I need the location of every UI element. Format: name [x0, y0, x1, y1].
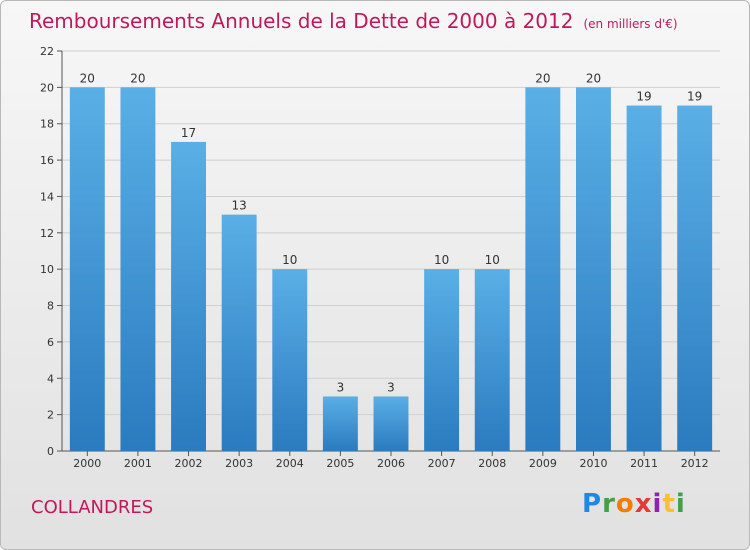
logo-letter: t	[662, 489, 676, 519]
bar-2000	[69, 87, 105, 451]
bar-2005	[322, 396, 358, 451]
town-name: COLLANDRES	[31, 497, 154, 518]
x-tick-label-2005: 2005	[326, 457, 354, 470]
logo-letter: x	[634, 489, 653, 519]
labels: 0 2 4 6 8 10 12 14 16 18 20 22 20 2000 20 2001 17 2002 13 2…	[40, 45, 709, 470]
y-tick-label: 18	[40, 118, 54, 131]
bar-2006	[373, 396, 409, 451]
x-tick-label-2000: 2000	[73, 457, 101, 470]
bar-2009	[525, 87, 561, 451]
data-label-2003: 13	[232, 199, 247, 213]
data-label-2010: 20	[586, 71, 601, 85]
chart-title-text: Remboursements Annuels de la Dette de 20…	[29, 9, 574, 33]
y-tick-label: 16	[40, 154, 54, 167]
proxiti-logo: Proxiti	[582, 489, 686, 519]
data-label-2012: 19	[687, 90, 702, 104]
bar-2010	[575, 87, 611, 451]
logo-letter: r	[602, 489, 616, 519]
x-tick-label-2004: 2004	[276, 457, 304, 470]
y-tick-label: 10	[40, 263, 54, 276]
x-tick-label-2009: 2009	[529, 457, 557, 470]
bar-2012	[677, 105, 713, 451]
x-tick-label-2003: 2003	[225, 457, 253, 470]
data-label-2008: 10	[485, 253, 500, 267]
chart-subtitle: (en milliers d'€)	[583, 17, 678, 31]
x-tick-label-2002: 2002	[175, 457, 203, 470]
logo-letter: o	[615, 489, 635, 519]
y-tick-label: 2	[47, 409, 54, 422]
bar-2008	[474, 269, 510, 451]
data-label-2004: 10	[282, 253, 297, 267]
data-label-2000: 20	[80, 71, 95, 85]
bar-2001	[120, 87, 156, 451]
x-tick-label-2001: 2001	[124, 457, 152, 470]
x-tick-label-2008: 2008	[478, 457, 506, 470]
y-tick-label: 20	[40, 81, 54, 94]
chart-title: Remboursements Annuels de la Dette de 20…	[29, 9, 678, 33]
data-label-2005: 3	[337, 380, 345, 394]
bar-2004	[272, 269, 308, 451]
data-label-2001: 20	[130, 71, 145, 85]
x-tick-label-2011: 2011	[630, 457, 658, 470]
bars	[69, 87, 713, 451]
y-tick-label: 8	[47, 300, 54, 313]
bar-2011	[626, 105, 662, 451]
bar-2002	[171, 141, 207, 451]
logo-letter: i	[675, 489, 686, 519]
y-tick-label: 22	[40, 45, 54, 58]
y-tick-label: 4	[47, 372, 54, 385]
logo-letter: i	[652, 489, 663, 519]
y-tick-label: 14	[40, 190, 54, 203]
logo-letter: P	[582, 489, 603, 519]
x-tick-label-2010: 2010	[579, 457, 607, 470]
axes	[57, 50, 720, 456]
data-label-2006: 3	[387, 380, 395, 394]
x-tick-label-2012: 2012	[681, 457, 709, 470]
x-tick-label-2006: 2006	[377, 457, 405, 470]
x-tick-label-2007: 2007	[428, 457, 456, 470]
data-label-2007: 10	[434, 253, 449, 267]
data-label-2009: 20	[535, 71, 550, 85]
y-tick-label: 0	[47, 445, 54, 458]
data-label-2011: 19	[636, 90, 651, 104]
bar-2007	[424, 269, 460, 451]
y-tick-label: 6	[47, 336, 54, 349]
bar-2003	[221, 214, 257, 451]
y-tick-label: 12	[40, 227, 54, 240]
data-label-2002: 17	[181, 126, 196, 140]
